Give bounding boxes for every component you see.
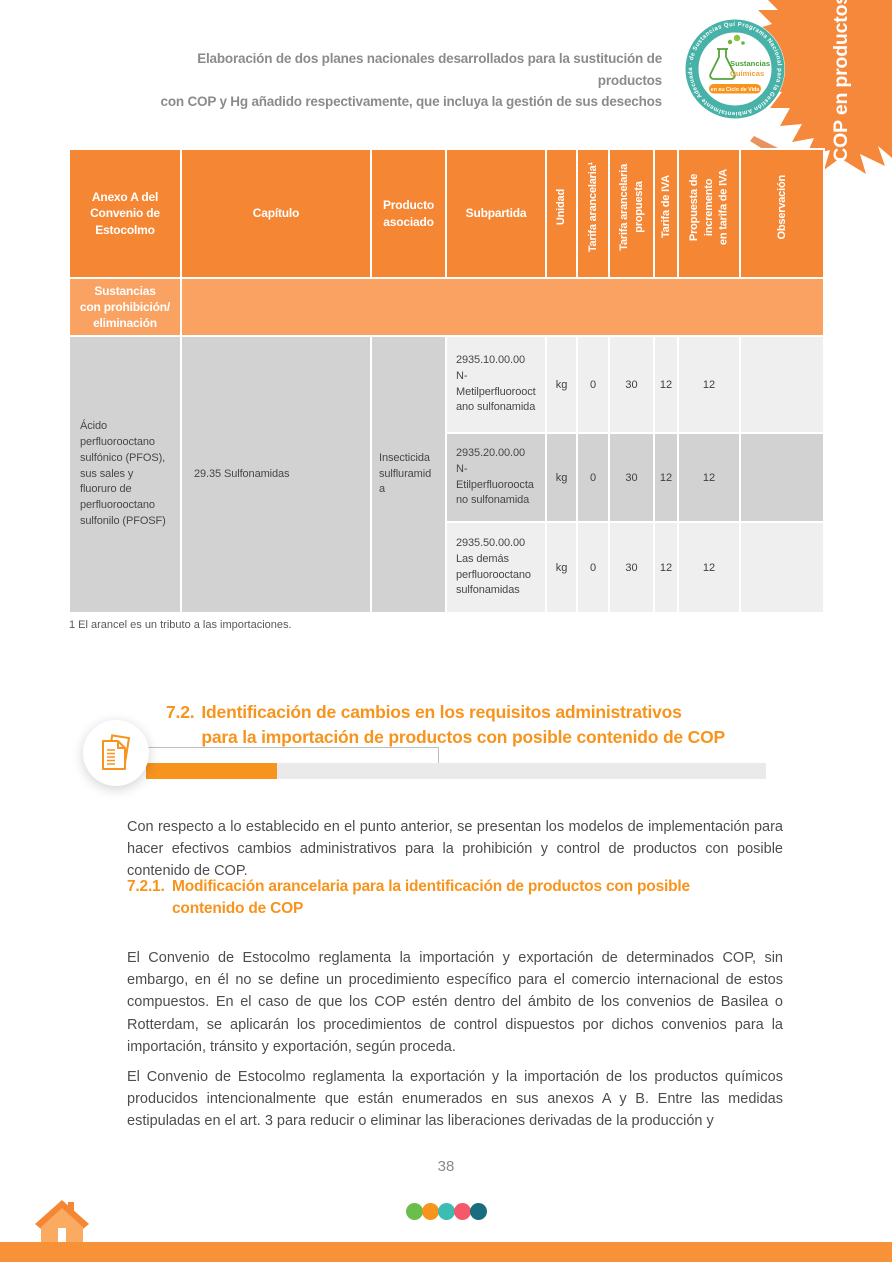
subsection-heading: 7.2.1. Modificación arancelaria para la … [127,876,817,921]
paragraph: Con respecto a lo establecido en el punt… [127,818,783,880]
program-logo: Programa Nacional para la Gestión Ambien… [684,18,785,119]
cell-tarifa-propuesta: 30 [608,521,655,614]
col-header-propuesta-incremento: Propuesta de incremento en tarifa de IVA [687,168,730,246]
cell-tarifa-propuesta: 30 [608,432,655,523]
cell-tarifa-arancelaria: 0 [576,335,610,434]
section-row-filler [180,277,825,337]
col-header-tarifa-iva: Tarifa de IVA [659,175,672,239]
col-header-observacion: Observación [775,174,788,240]
col-header-capitulo: Capítulo [180,148,372,279]
table-header-row: Anexo A del Convenio de Estocolmo Capítu… [68,148,825,279]
section-number: 7.2. [166,702,195,722]
paragraph: El Convenio de Estocolmo reglamenta la i… [127,949,783,1056]
page-header: Elaboración de dos planes nacionales des… [150,48,663,113]
footer-dot-green [406,1203,423,1220]
cell-tarifa-propuesta: 30 [608,335,655,434]
table-footnote: 1 El arancel es un tributo a las importa… [69,619,292,631]
section-icon-badge [83,720,149,786]
home-icon[interactable] [34,1200,90,1242]
section-progress-track [277,763,766,779]
col-header-unidad: Unidad [555,188,568,226]
cell-propuesta-incremento: 12 [677,432,741,523]
subsection-number: 7.2.1. [127,878,165,895]
paragraph: El Convenio de Estocolmo reglamenta la e… [127,1068,783,1130]
col-header-subpartida: Subpartida [445,148,547,279]
table-row: 2935.20.00.00 N-Etilperfluorooctano sulf… [69,432,825,523]
logo-name-line2: Químicas [730,69,764,78]
flask-icon [709,49,736,80]
logo-name-line1: Sustancias [730,59,770,68]
section-row-label: Sustancias con prohibición/ eliminación [68,277,182,337]
footer-dot-orange [422,1203,439,1220]
table-section-row: Sustancias con prohibición/ eliminación [68,277,825,337]
footer-dots [406,1203,487,1220]
cell-observacion [739,432,825,523]
col-header-producto: Producto asociado [370,148,447,279]
cell-unidad: kg [545,335,578,434]
cell-tarifa-iva: 12 [653,335,679,434]
corner-tab: COP en productos [784,0,892,162]
page-header-line1: Elaboración de dos planes nacionales des… [197,51,662,88]
cell-observacion [739,335,825,434]
customs-tariff-table: Anexo A del Convenio de Estocolmo Capítu… [68,148,825,614]
cell-anexo: Ácido perfluorooctano sulfónico (PFOS), … [68,335,182,614]
cell-subpartida: 2935.20.00.00 N-Etilperfluorooctano sulf… [445,432,547,523]
section-title: Identificación de cambios en los requisi… [201,702,725,747]
logo-banner: en su Ciclo de Vida [711,87,760,93]
footer-dot-darkteal [470,1203,487,1220]
page-header-line2: con COP y Hg añadido respectivamente, qu… [160,94,663,110]
table-row: 2935.50.00.00 Las demás perfluorooctano … [69,521,825,614]
cell-unidad: kg [545,521,578,614]
cell-capitulo: 29.35 Sulfonamidas [180,335,372,614]
cell-unidad: kg [545,432,578,523]
cell-propuesta-incremento: 12 [677,335,741,434]
footer-dot-red [454,1203,471,1220]
cell-propuesta-incremento: 12 [677,521,741,614]
cell-tarifa-arancelaria: 0 [576,432,610,523]
cell-subpartida: 2935.50.00.00 Las demás perfluorooctano … [445,521,547,614]
cell-observacion [739,521,825,614]
footer-bar [0,1242,892,1262]
document-icon [102,734,131,770]
cell-tarifa-iva: 12 [653,432,679,523]
col-header-tarifa-arancelaria: Tarifa arancelaria¹ [586,161,599,253]
table-row: Ácido perfluorooctano sulfónico (PFOS), … [68,335,825,614]
page-number: 38 [437,1158,455,1175]
col-header-tarifa-propuesta: Tarifa arancelaria propuesta [617,163,645,251]
subsection-title: Modificación arancelaria para la identif… [172,878,690,918]
col-header-anexo: Anexo A del Convenio de Estocolmo [68,148,182,279]
cell-tarifa-iva: 12 [653,521,679,614]
cell-tarifa-arancelaria: 0 [576,521,610,614]
cell-producto: Insecticida sulfluramida [370,335,447,614]
corner-tab-label: COP en productos [830,0,853,162]
footer-dot-teal [438,1203,455,1220]
section-progress-fill [146,763,277,779]
cell-subpartida: 2935.10.00.00 N-Metilperfluorooctano sul… [445,335,547,434]
section-heading: 7.2. Identificación de cambios en los re… [166,700,866,749]
